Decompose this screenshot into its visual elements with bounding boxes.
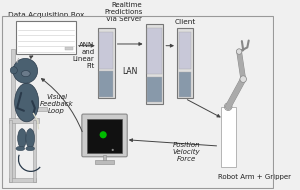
Ellipse shape	[18, 129, 26, 148]
Circle shape	[100, 131, 107, 138]
FancyBboxPatch shape	[146, 24, 163, 104]
Text: Data Acquisition Box: Data Acquisition Box	[8, 12, 84, 18]
Ellipse shape	[26, 146, 34, 151]
Circle shape	[10, 67, 17, 74]
Circle shape	[224, 103, 232, 111]
FancyBboxPatch shape	[9, 178, 36, 182]
Text: Robot Arm + Gripper: Robot Arm + Gripper	[218, 174, 291, 180]
Text: LAN: LAN	[122, 67, 137, 76]
FancyBboxPatch shape	[177, 28, 193, 98]
FancyBboxPatch shape	[87, 119, 122, 153]
FancyBboxPatch shape	[95, 160, 114, 164]
FancyBboxPatch shape	[9, 120, 12, 182]
FancyBboxPatch shape	[98, 28, 115, 98]
Ellipse shape	[16, 146, 25, 151]
FancyBboxPatch shape	[82, 114, 127, 157]
Text: Realtime
Predictions
Via Server: Realtime Predictions Via Server	[104, 2, 142, 22]
FancyBboxPatch shape	[16, 21, 76, 54]
Text: Position
Velocity
Force: Position Velocity Force	[173, 142, 200, 162]
Text: Client: Client	[174, 19, 196, 25]
FancyBboxPatch shape	[103, 155, 106, 161]
Circle shape	[13, 59, 38, 83]
Text: ANN
and
Linear
Fit: ANN and Linear Fit	[73, 42, 94, 69]
FancyBboxPatch shape	[11, 49, 15, 181]
Text: Visual
Feedback
Loop: Visual Feedback Loop	[40, 94, 74, 114]
FancyBboxPatch shape	[147, 77, 162, 102]
Circle shape	[112, 149, 114, 151]
Ellipse shape	[26, 129, 34, 148]
FancyBboxPatch shape	[178, 32, 191, 69]
FancyBboxPatch shape	[178, 72, 191, 97]
FancyBboxPatch shape	[99, 71, 113, 97]
Circle shape	[236, 49, 242, 54]
FancyBboxPatch shape	[9, 118, 39, 123]
FancyBboxPatch shape	[221, 107, 236, 167]
FancyBboxPatch shape	[65, 47, 73, 50]
FancyBboxPatch shape	[99, 32, 113, 69]
FancyBboxPatch shape	[22, 108, 47, 111]
Ellipse shape	[15, 83, 39, 122]
FancyBboxPatch shape	[147, 28, 162, 74]
FancyBboxPatch shape	[33, 120, 36, 182]
Circle shape	[240, 76, 247, 82]
Ellipse shape	[22, 70, 30, 77]
